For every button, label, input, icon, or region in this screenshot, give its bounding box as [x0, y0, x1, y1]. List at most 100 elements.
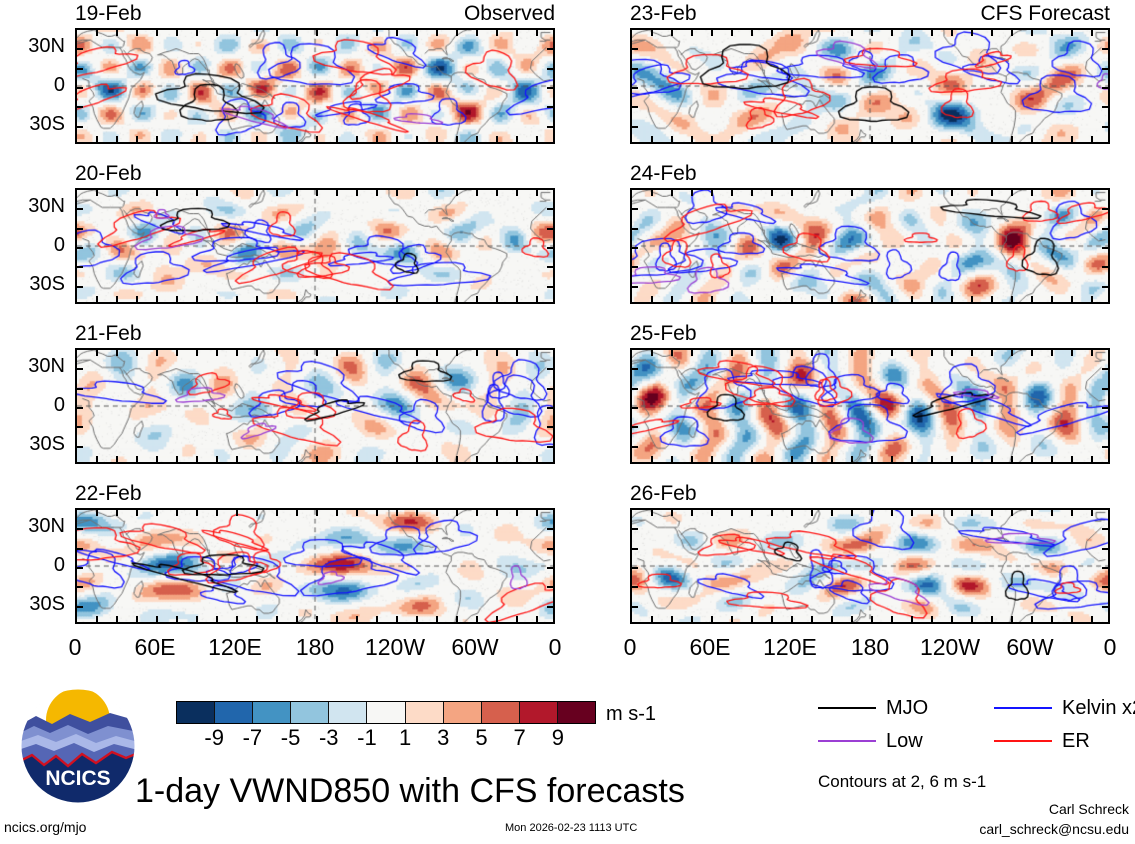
- axis-tick: [216, 350, 218, 356]
- axis-tick: [276, 616, 278, 622]
- axis-tick: [116, 616, 118, 622]
- axis-tick: [1011, 510, 1013, 516]
- legend-line-swatch: [994, 740, 1052, 742]
- axis-tick: [1051, 30, 1053, 36]
- axis-tick: [416, 296, 418, 302]
- axis-tick: [77, 586, 83, 589]
- axis-tick: [496, 350, 498, 356]
- axis-tick: [456, 136, 458, 142]
- axis-tick: [1102, 247, 1108, 249]
- panel-grid: 19-Feb Observed 30N 0 30S 20-Feb 30N 0 30S 21-Feb…: [28, 3, 1116, 661]
- axis-tick: [951, 296, 953, 302]
- axis-tick: [296, 136, 298, 142]
- axis-tick: [376, 190, 378, 196]
- axis-tick: [651, 136, 653, 142]
- axis-tick: [711, 296, 713, 302]
- axis-tick: [632, 387, 638, 390]
- axis-tick: [1102, 586, 1108, 589]
- y-axis-tick-label: 30S: [29, 112, 65, 135]
- axis-tick: [156, 510, 158, 516]
- axis-tick: [276, 350, 278, 356]
- axis-tick: [811, 296, 813, 302]
- axis-tick: [632, 48, 638, 51]
- axis-tick: [1031, 456, 1033, 462]
- axis-tick: [771, 456, 773, 462]
- map-panel: 25-Feb: [630, 323, 1110, 464]
- axis-tick: [632, 547, 638, 550]
- axis-tick: [791, 296, 793, 302]
- axis-tick: [316, 136, 318, 142]
- axis-tick: [256, 456, 258, 462]
- axis-tick: [1102, 567, 1108, 569]
- axis-tick: [536, 136, 538, 142]
- y-axis-tick-label: 30S: [29, 592, 65, 615]
- axis-tick: [671, 616, 673, 622]
- panel-date-label: 24-Feb: [630, 162, 697, 185]
- x-axis-tick-label: 0: [548, 634, 562, 660]
- axis-tick: [632, 227, 638, 230]
- author-name: Carl Schreck: [1048, 801, 1129, 817]
- axis-tick: [931, 616, 933, 622]
- x-axis-labels: 0 60E 120E 180 120W 60W 0: [624, 634, 1117, 664]
- axis-tick: [456, 456, 458, 462]
- panel-date-label: 26-Feb: [630, 482, 697, 505]
- axis-tick: [96, 456, 98, 462]
- axis-tick: [136, 190, 138, 196]
- axis-tick: [216, 616, 218, 622]
- ncics-logo: NCICS: [18, 686, 138, 806]
- axis-tick: [196, 190, 198, 196]
- axis-tick: [971, 510, 973, 516]
- axis-tick: [547, 227, 553, 230]
- axis-tick: [336, 30, 338, 36]
- axis-tick: [336, 616, 338, 622]
- axis-tick: [632, 586, 638, 589]
- axis-tick: [911, 510, 913, 516]
- axis-tick: [751, 350, 753, 356]
- axis-tick: [116, 30, 118, 36]
- axis-tick: [416, 510, 418, 516]
- axis-tick: [77, 67, 83, 70]
- y-axis-tick-label: 30N: [28, 355, 65, 378]
- axis-tick: [791, 136, 793, 142]
- axis-tick: [196, 136, 198, 142]
- axis-tick: [456, 190, 458, 196]
- axis-tick: [356, 296, 358, 302]
- axis-tick: [1071, 350, 1073, 356]
- axis-tick: [77, 426, 83, 429]
- axis-tick: [536, 190, 538, 196]
- axis-tick: [316, 190, 318, 196]
- axis-tick: [991, 190, 993, 196]
- axis-tick: [811, 510, 813, 516]
- axis-tick: [216, 190, 218, 196]
- axis-tick: [711, 190, 713, 196]
- axis-tick: [731, 296, 733, 302]
- axis-tick: [671, 30, 673, 36]
- main-title: 1-day VWND850 with CFS forecasts: [135, 772, 685, 810]
- axis-tick: [1102, 87, 1108, 89]
- axis-tick: [496, 136, 498, 142]
- axis-tick: [396, 136, 398, 142]
- axis-tick: [1031, 510, 1033, 516]
- colorbar-units-label: m s-1: [606, 703, 656, 725]
- axis-tick: [751, 136, 753, 142]
- axis-tick: [691, 616, 693, 622]
- axis-tick: [336, 510, 338, 516]
- axis-tick: [376, 350, 378, 356]
- axis-tick: [176, 456, 178, 462]
- axis-tick: [236, 190, 238, 196]
- legend-item: MJO: [818, 695, 928, 721]
- map-panel: 20-Feb 30N 0 30S: [28, 163, 555, 304]
- axis-tick: [951, 190, 953, 196]
- axis-tick: [396, 510, 398, 516]
- axis-tick: [77, 125, 83, 128]
- axis-tick: [771, 350, 773, 356]
- axis-tick: [416, 136, 418, 142]
- axis-tick: [951, 136, 953, 142]
- axis-tick: [416, 350, 418, 356]
- axis-tick: [396, 350, 398, 356]
- axis-tick: [547, 208, 553, 211]
- axis-tick: [77, 567, 83, 569]
- axis-tick: [456, 296, 458, 302]
- map-field-canvas: [77, 190, 553, 302]
- legend-line-swatch: [994, 707, 1052, 709]
